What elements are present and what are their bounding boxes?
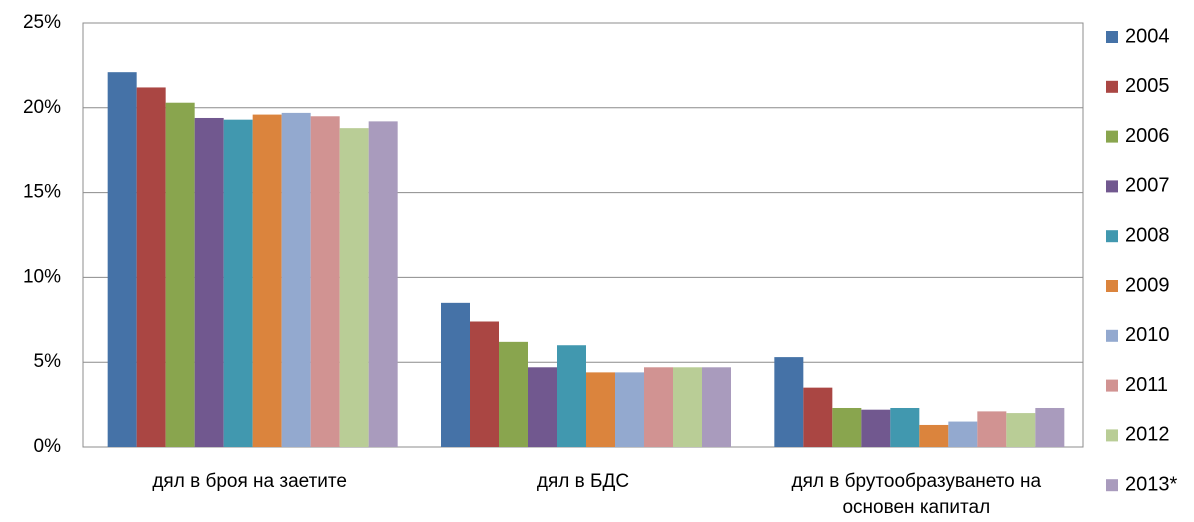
bar xyxy=(441,302,470,447)
bar xyxy=(165,102,195,447)
bar xyxy=(223,119,253,447)
bar xyxy=(774,357,804,447)
legend-swatch xyxy=(1106,230,1118,243)
legend-swatch xyxy=(1106,280,1118,292)
bar xyxy=(136,87,166,447)
bar xyxy=(499,341,528,447)
y-tick-label: 5% xyxy=(34,351,62,372)
x-tick-label: дял в брутообразуването на основен капит… xyxy=(791,471,1042,518)
legend-label: 2005 xyxy=(1125,75,1170,97)
bar xyxy=(948,421,978,447)
legend-label: 2006 xyxy=(1125,125,1170,147)
x-tick-label: дял в БДС xyxy=(536,471,630,492)
bar xyxy=(107,72,137,448)
bar xyxy=(977,411,1007,447)
bar xyxy=(803,387,833,447)
bar xyxy=(1006,413,1036,447)
legend-label: 2004 xyxy=(1125,25,1170,47)
legend-label: 2008 xyxy=(1125,224,1170,246)
y-tick-label: 25% xyxy=(23,12,61,33)
legend-label: 2009 xyxy=(1125,274,1170,296)
bar xyxy=(861,409,891,447)
legend-label: 2007 xyxy=(1125,175,1170,197)
bar xyxy=(832,407,862,447)
bar xyxy=(470,321,499,447)
bar xyxy=(557,345,586,447)
legend-label: 2013* xyxy=(1125,473,1177,495)
bar xyxy=(339,128,369,448)
legend-swatch xyxy=(1106,329,1118,342)
legend-swatch xyxy=(1106,31,1118,43)
bar xyxy=(673,367,702,447)
bar xyxy=(919,424,949,447)
legend-label: 2011 xyxy=(1125,374,1168,396)
x-tick-label: дял в броя на заетите xyxy=(152,471,347,492)
legend-label: 2010 xyxy=(1125,324,1170,346)
bar xyxy=(615,372,644,447)
bar xyxy=(702,367,731,447)
legend-swatch xyxy=(1106,429,1118,442)
bar xyxy=(644,367,673,447)
bar xyxy=(194,117,224,447)
y-tick-label: 20% xyxy=(23,97,61,118)
y-tick-label: 15% xyxy=(23,182,61,203)
bar xyxy=(890,407,920,447)
legend-label: 2012 xyxy=(1125,424,1170,446)
legend-swatch xyxy=(1106,80,1118,93)
legend-swatch xyxy=(1106,130,1118,143)
bar xyxy=(310,116,340,447)
legend-swatch xyxy=(1106,379,1118,392)
legend-swatch xyxy=(1106,479,1118,492)
y-tick-label: 0% xyxy=(34,436,62,457)
bar xyxy=(252,114,282,448)
bar xyxy=(281,112,311,447)
bar xyxy=(528,367,557,447)
bar xyxy=(586,372,615,447)
legend-swatch xyxy=(1106,180,1118,193)
bar xyxy=(1035,407,1065,447)
y-tick-label: 10% xyxy=(23,266,61,287)
bar xyxy=(368,121,398,448)
